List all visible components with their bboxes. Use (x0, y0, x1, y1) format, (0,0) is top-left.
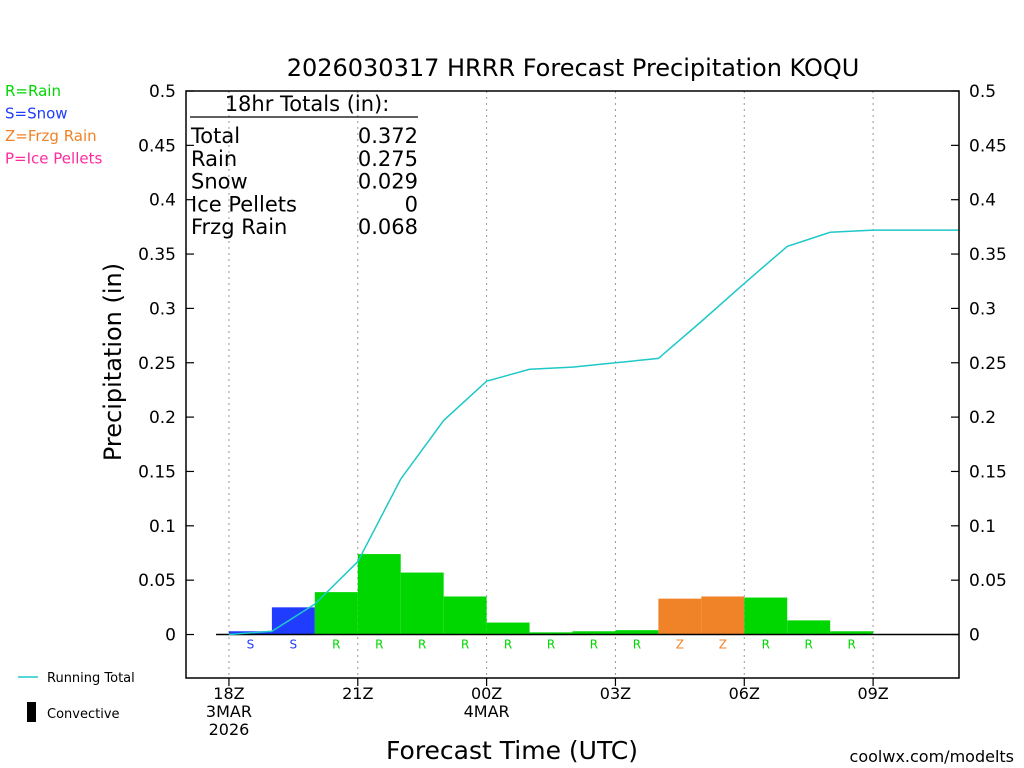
series-legend-label: Convective (47, 707, 120, 722)
totals-rows: Total 0.372 Rain 0.275 Snow 0.029 Ice Pellets 0… (190, 124, 418, 239)
type-label: R (332, 638, 340, 652)
credit-text: coolwx.com/modelts (850, 747, 1014, 766)
y-tick-label-left: 0.35 (138, 245, 176, 265)
y-axis-label: Precipitation (in) (99, 263, 127, 461)
y-axis-right: 0 0.05 0.1 0.15 0.2 0.25 0.3 0.35 0.4 0.45 0.5 (951, 82, 1007, 646)
totals-box: 18hr Totals (in): Total 0.372 Rain 0.275 Sno… (190, 92, 418, 239)
y-tick-label-right: 0.3 (969, 299, 996, 319)
type-label: R (375, 638, 383, 652)
precip-bar (787, 620, 831, 635)
type-legend-entry: Z=Frzg Rain (5, 127, 97, 145)
y-tick-label-left: 0.45 (138, 136, 176, 156)
type-label: S (247, 638, 255, 652)
y-tick-label-left: 0.05 (138, 571, 176, 591)
x-tick-label: 00Z (471, 684, 502, 703)
type-legend-entry: R=Rain (5, 82, 61, 100)
x-tick-label: 06Z (729, 684, 760, 703)
y-tick-label-left: 0.25 (138, 354, 176, 374)
x-tick-label: 03Z (600, 684, 631, 703)
totals-label: Total (190, 124, 240, 148)
hourly-precip-bars (228, 554, 874, 635)
series-legend: Running Total Convective (18, 671, 135, 722)
y-tick-label-left: 0.1 (149, 517, 176, 537)
y-tick-label-left: 0 (165, 626, 176, 646)
totals-label: Frzg Rain (191, 215, 287, 239)
type-label: R (418, 638, 426, 652)
totals-value: 0.068 (358, 215, 418, 239)
y-tick-label-right: 0.25 (969, 354, 1007, 374)
y-tick-label-left: 0.15 (138, 462, 176, 482)
y-tick-label-right: 0.35 (969, 245, 1007, 265)
x-tick-label: 3MAR (206, 702, 252, 721)
plot-frame (185, 90, 960, 679)
type-label: R (847, 638, 855, 652)
precip-bar (572, 631, 616, 635)
y-tick-label-left: 0.3 (149, 299, 176, 319)
precip-bar (529, 632, 573, 635)
totals-value: 0 (405, 192, 418, 216)
totals-value: 0.275 (358, 147, 418, 171)
precip-bar (400, 572, 444, 635)
type-label: R (504, 638, 512, 652)
precip-bar (357, 554, 401, 635)
y-tick-label-right: 0.15 (969, 462, 1007, 482)
series-legend-label: Running Total (47, 671, 135, 686)
type-label: R (461, 638, 469, 652)
type-label: S (290, 638, 298, 652)
precip-bar (314, 592, 358, 635)
type-legend-entry: P=Ice Pellets (5, 150, 102, 168)
precip-bar (701, 596, 745, 635)
precip-type-legend: R=Rain S=Snow Z=Frzg Rain P=Ice Pellets (5, 82, 102, 168)
totals-label: Snow (191, 170, 248, 194)
totals-label: Ice Pellets (191, 192, 297, 216)
precip-bar (271, 607, 315, 635)
type-label: R (590, 638, 598, 652)
y-tick-label-right: 0.5 (969, 82, 996, 102)
x-tick-label: 4MAR (464, 702, 510, 721)
totals-header: 18hr Totals (in): (225, 92, 390, 116)
x-tick-label: 21Z (342, 684, 373, 703)
precip-bar (830, 631, 874, 635)
chart-title: 2026030317 HRRR Forecast Precipitation K… (287, 54, 860, 82)
precip-bar (744, 597, 788, 635)
precip-bar (486, 622, 530, 635)
type-legend-entry: S=Snow (5, 105, 68, 123)
x-tick-label: 09Z (857, 684, 888, 703)
y-tick-label-right: 0.45 (969, 136, 1007, 156)
totals-value: 0.372 (358, 124, 418, 148)
y-tick-label-right: 0.2 (969, 408, 996, 428)
precip-bar (443, 596, 487, 635)
totals-label: Rain (191, 147, 237, 171)
convective-legend-swatch (27, 702, 36, 722)
type-label: Z (676, 638, 684, 652)
totals-value: 0.029 (358, 170, 418, 194)
y-tick-label-left: 0.4 (149, 191, 176, 211)
y-tick-label-right: 0.4 (969, 191, 996, 211)
x-gridlines (228, 91, 874, 678)
y-tick-label-left: 0.5 (149, 82, 176, 102)
x-tick-label: 18Z (213, 684, 244, 703)
y-axis-left: 0 0.05 0.1 0.15 0.2 0.25 0.3 0.35 0.4 0.45 0.5 (138, 82, 194, 646)
type-label: R (633, 638, 641, 652)
type-label: R (547, 638, 555, 652)
y-tick-label-right: 0.05 (969, 571, 1007, 591)
y-tick-label-left: 0.2 (149, 408, 176, 428)
type-label: R (805, 638, 813, 652)
type-label: Z (719, 638, 727, 652)
running-total-line (228, 229, 959, 636)
precip-bar (658, 598, 702, 635)
type-label: R (762, 638, 770, 652)
x-axis-label: Forecast Time (UTC) (386, 736, 638, 765)
x-tick-label: 2026 (209, 720, 250, 739)
precip-bar (615, 630, 659, 635)
y-tick-label-right: 0.1 (969, 517, 996, 537)
y-tick-label-right: 0 (969, 626, 980, 646)
